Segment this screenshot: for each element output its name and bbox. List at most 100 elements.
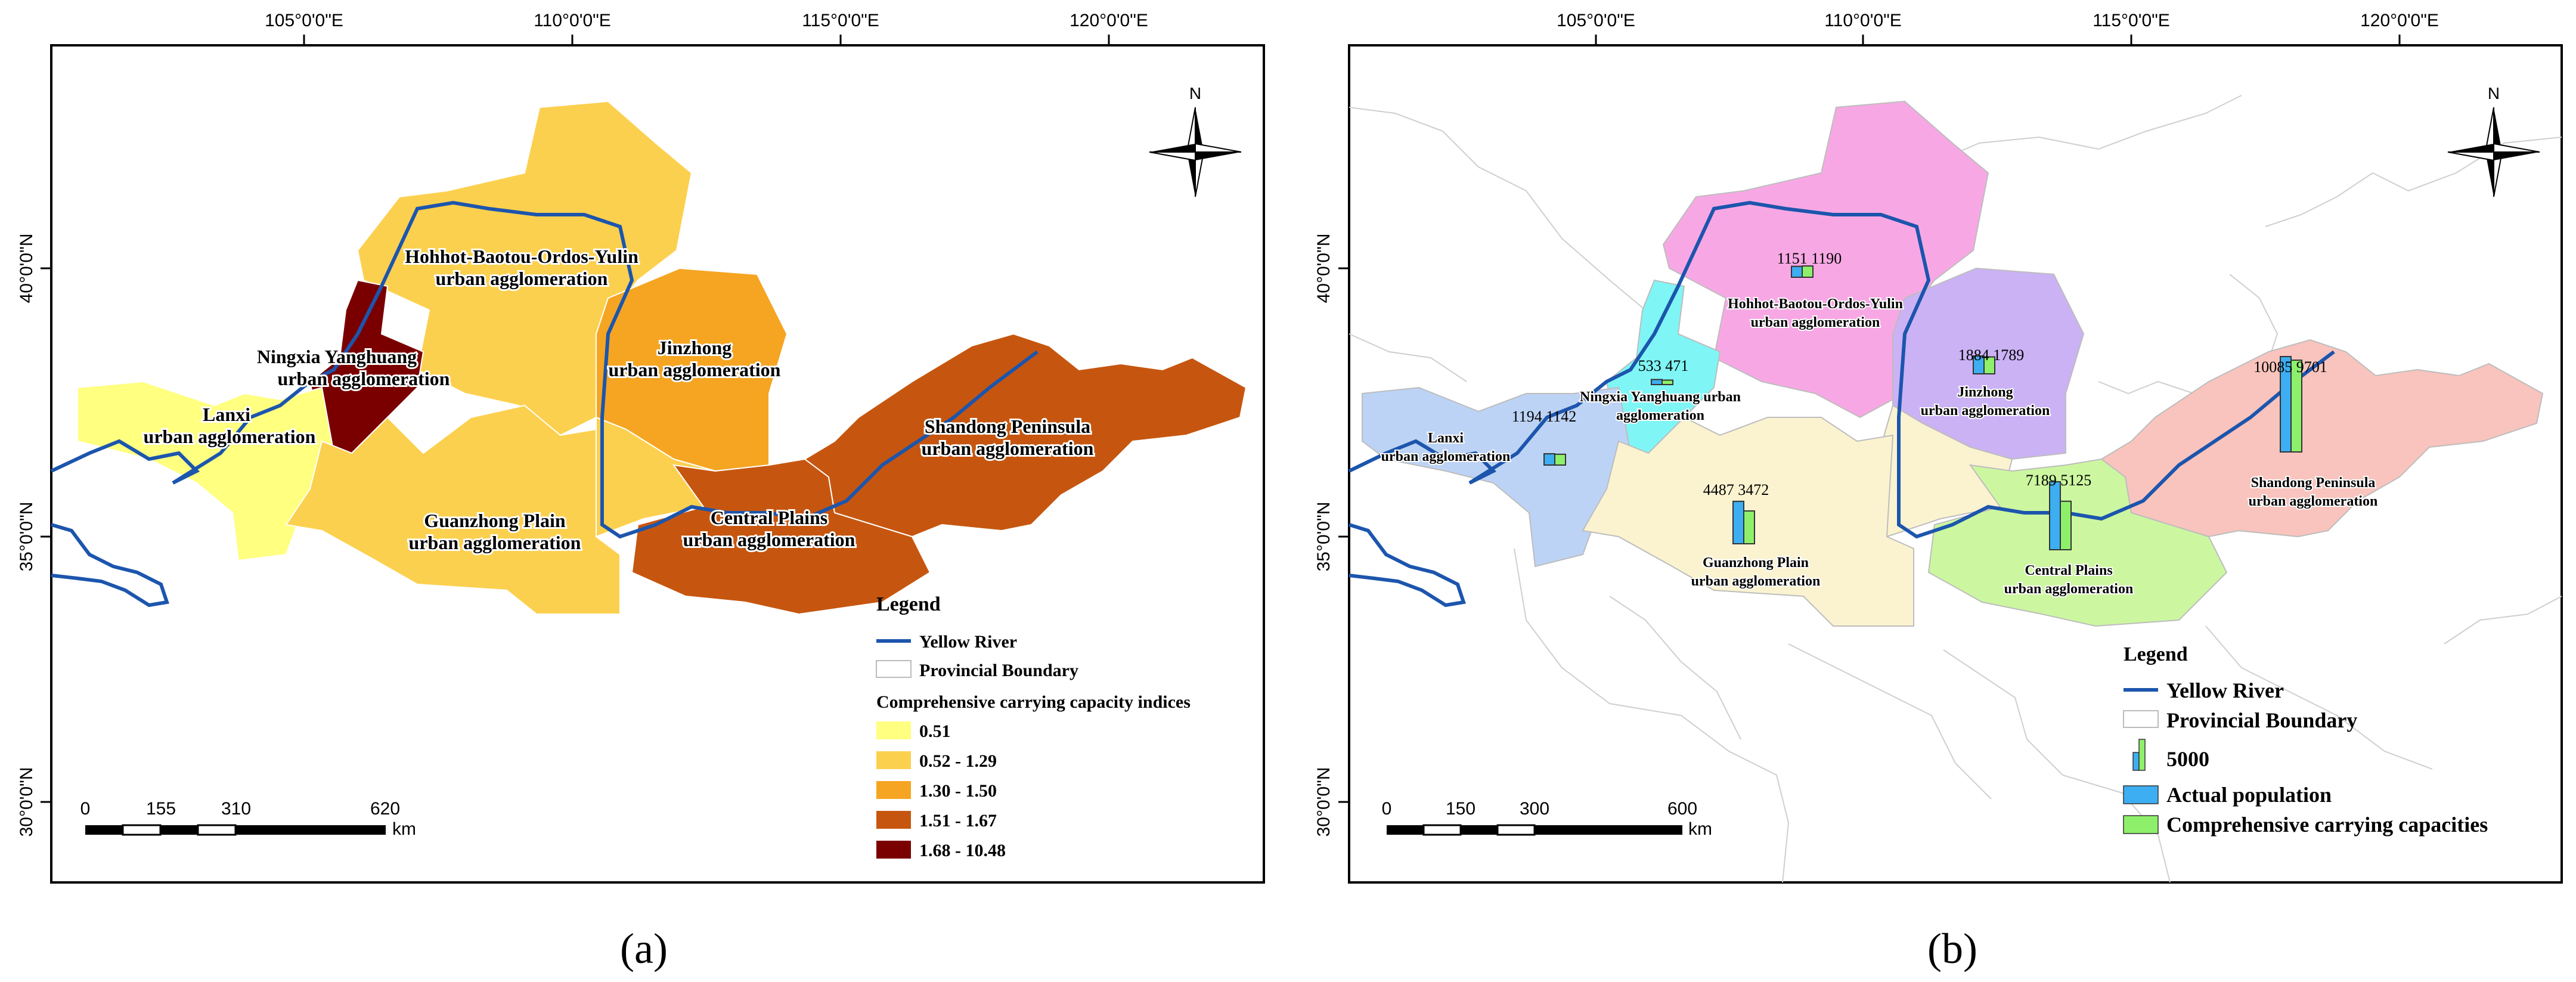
b-legend-ref-cap: [2138, 739, 2146, 771]
a-label-shandong-1: Shandong Peninsula: [925, 416, 1090, 437]
b-legend-cap-swatch: [2123, 815, 2159, 834]
b-label-hbo-2: urban agglomeration: [1751, 315, 1880, 330]
a-ytick-30: 30°0'0"N: [17, 767, 36, 837]
population-bar: [2049, 481, 2061, 550]
panel-a: 105°0'0"E 110°0'0"E 115°0'0"E 120°0'0"E …: [17, 11, 1265, 972]
b-river-south: [1349, 523, 1466, 608]
b-north-arrow: N: [2447, 84, 2540, 197]
bar-value-label: 1194 1142: [1512, 408, 1577, 425]
a-label-central-1: Central Plains: [711, 507, 827, 528]
a-legend-title: Legend: [876, 593, 941, 615]
a-caption: (a): [620, 925, 668, 972]
a-label-hbo-1: Hohhot-Baotou-Ordos-Yulin: [405, 246, 638, 267]
b-label-ningxia-2: agglomeration: [1616, 408, 1704, 423]
b-label-central-2: urban agglomeration: [2004, 581, 2134, 597]
a-label-jinzhong-2: urban agglomeration: [609, 359, 781, 380]
b-label-lanxi-2: urban agglomeration: [1381, 449, 1511, 464]
bar-value-label: 4487 3472: [1703, 481, 1769, 498]
a-scale-0: 0: [80, 799, 91, 819]
a-label-lanxi-2: urban agglomeration: [144, 426, 316, 447]
a-ytick-35: 35°0'0"N: [17, 502, 36, 572]
population-bar: [1543, 453, 1555, 466]
a-legend-class-3: 1.51 - 1.67: [919, 811, 997, 831]
b-label-guanzhong-1: Guanzhong Plain: [1703, 555, 1809, 571]
a-ytick-40: 40°0'0"N: [17, 234, 36, 303]
b-ytick-30: 30°0'0"N: [1314, 767, 1334, 837]
a-north-label: N: [1189, 84, 1201, 103]
a-region-central: [631, 458, 931, 615]
b-label-shandong-1: Shandong Peninsula: [2251, 475, 2376, 491]
bar-value-label: 7189 5125: [2026, 472, 2092, 489]
b-xtick-105: 105°0'0"E: [1557, 11, 1635, 30]
b-legend-river: Yellow River: [2166, 679, 2284, 702]
a-river-south: [51, 523, 169, 608]
a-legend-boundary: Provincial Boundary: [919, 661, 1078, 680]
b-xtick-110: 110°0'0"E: [1824, 11, 1902, 30]
a-scale-unit: km: [392, 819, 416, 839]
a-xtick-110: 110°0'0"E: [534, 11, 611, 30]
a-label-guanzhong-1: Guanzhong Plain: [424, 510, 566, 531]
a-scale-bar: 0 155 310 620 km: [80, 799, 416, 839]
b-legend-capacity: Comprehensive carrying capacities: [2166, 813, 2488, 837]
b-legend-ref-pop: [2132, 752, 2140, 771]
b-legend-pop-swatch: [2123, 785, 2159, 804]
capacity-bar: [2060, 500, 2072, 550]
b-scale-bar: 0 150 300 600 km: [1382, 799, 1712, 839]
b-region-hbo: [1662, 100, 1989, 419]
a-north-arrow: N: [1149, 84, 1242, 197]
a-label-central-2: urban agglomeration: [683, 529, 855, 550]
b-legend: Legend Yellow River Provincial Boundary …: [2123, 643, 2488, 837]
b-scale-unit: km: [1688, 819, 1712, 839]
b-label-shandong-2: urban agglomeration: [2249, 494, 2378, 509]
a-scale-3: 620: [370, 799, 400, 819]
a-label-shandong-2: urban agglomeration: [922, 438, 1094, 459]
a-legend: Legend Yellow River Provincial Boundary …: [876, 593, 1191, 860]
a-scale-2: 310: [221, 799, 251, 819]
b-region-central: [1927, 458, 2228, 627]
bar-value-label: 1884 1789: [1958, 346, 2025, 364]
b-north-label: N: [2488, 84, 2500, 103]
b-label-lanxi-1: Lanxi: [1428, 430, 1464, 446]
bar-value-label: 1151 1190: [1777, 250, 1842, 267]
a-legend-class-2: 1.30 - 1.50: [919, 781, 997, 801]
b-legend-boundary: Provincial Boundary: [2166, 708, 2357, 732]
a-legend-swatch-0: [876, 721, 911, 739]
population-bar: [1651, 379, 1663, 386]
b-legend-size-ref: 5000: [2166, 747, 2209, 771]
b-label-central-1: Central Plains: [2025, 563, 2112, 578]
bar-value-label: 10085 9701: [2253, 358, 2327, 376]
b-caption: (b): [1927, 925, 1977, 972]
a-xtick-115: 115°0'0"E: [802, 11, 879, 30]
a-yellow-river: [50, 200, 1039, 539]
b-legend-boundary-swatch: [2123, 710, 2159, 728]
b-xtick-120: 120°0'0"E: [2360, 11, 2439, 30]
a-label-ningxia-2: urban agglomeration: [278, 368, 450, 389]
capacity-bar: [1661, 379, 1673, 386]
a-label-ningxia-1: Ningxia Yanghuang: [257, 346, 417, 367]
population-bar: [1732, 500, 1744, 545]
b-legend-title: Legend: [2124, 643, 2188, 665]
a-label-jinzhong-1: Jinzhong: [658, 337, 731, 358]
b-scale-1: 150: [1446, 799, 1475, 819]
b-label-jinzhong-2: urban agglomeration: [1921, 403, 2050, 419]
a-legend-swatch-4: [876, 841, 911, 859]
b-label-guanzhong-2: urban agglomeration: [1691, 574, 1821, 589]
b-yellow-river: [1348, 200, 2335, 539]
b-xtick-115: 115°0'0"E: [2093, 11, 2170, 30]
capacity-bar: [1802, 265, 1814, 278]
b-bar-charts: 1151 1190 533 471 1884 1789 1194 1142 10085 …: [1512, 250, 2327, 550]
a-regions: [77, 100, 1247, 615]
a-legend-swatch-1: [876, 751, 911, 769]
a-label-lanxi-1: Lanxi: [203, 404, 250, 425]
a-legend-class-1: 0.52 - 1.29: [919, 751, 997, 771]
b-label-jinzhong-1: Jinzhong: [1957, 385, 2013, 400]
b-scale-3: 600: [1667, 799, 1697, 819]
population-bar: [1791, 265, 1803, 278]
capacity-bar: [1983, 356, 1995, 374]
a-region-hbo: [357, 100, 693, 436]
a-legend-class-0: 0.51: [919, 721, 951, 741]
a-label-guanzhong-2: urban agglomeration: [409, 532, 581, 553]
b-ytick-35: 35°0'0"N: [1314, 502, 1334, 572]
a-legend-class-4: 1.68 - 10.48: [919, 841, 1006, 860]
